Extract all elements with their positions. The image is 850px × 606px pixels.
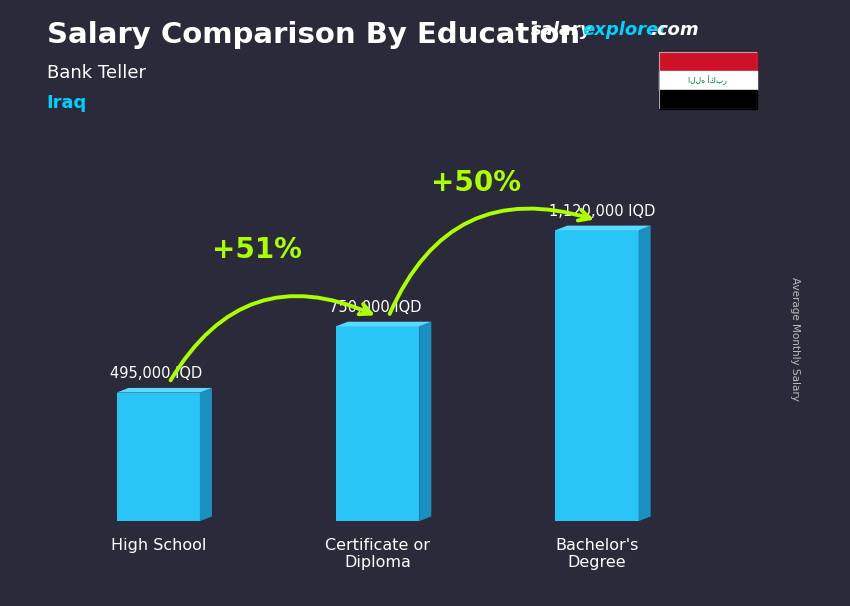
Polygon shape [200, 388, 212, 521]
Bar [659, 71, 756, 90]
Polygon shape [336, 322, 431, 327]
Polygon shape [555, 225, 650, 230]
Text: Average Monthly Salary: Average Monthly Salary [790, 278, 800, 401]
Polygon shape [638, 225, 650, 521]
Text: Salary Comparison By Education: Salary Comparison By Education [47, 21, 580, 49]
Text: 495,000 IQD: 495,000 IQD [110, 366, 202, 381]
Bar [659, 52, 756, 71]
Text: Iraq: Iraq [47, 94, 87, 112]
Text: 1,120,000 IQD: 1,120,000 IQD [548, 204, 655, 219]
Text: explorer: explorer [582, 21, 667, 39]
Text: +51%: +51% [212, 236, 302, 264]
Text: salary: salary [531, 21, 593, 39]
Text: .com: .com [650, 21, 699, 39]
Bar [659, 90, 756, 109]
Bar [116, 393, 200, 521]
Text: +50%: +50% [431, 168, 521, 196]
Text: 750,000 IQD: 750,000 IQD [329, 300, 422, 315]
Text: الله أكبر: الله أكبر [688, 75, 727, 85]
Polygon shape [419, 322, 431, 521]
Bar [336, 327, 419, 521]
Bar [555, 230, 638, 521]
Text: Bank Teller: Bank Teller [47, 64, 145, 82]
Polygon shape [116, 388, 212, 393]
